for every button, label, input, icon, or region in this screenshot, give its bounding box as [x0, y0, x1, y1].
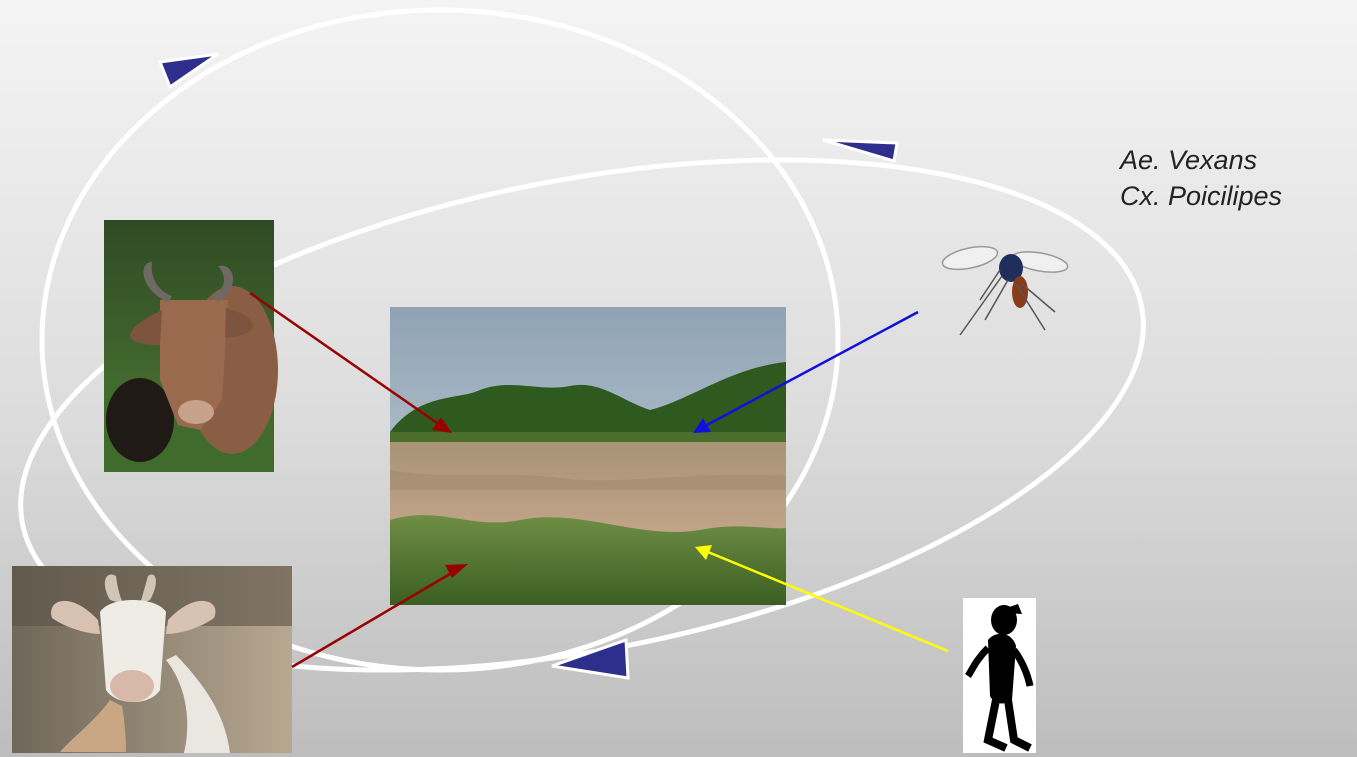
pond-photo	[390, 307, 786, 605]
arrow-goat-to-pond	[291, 564, 468, 669]
cattle-photo	[104, 220, 278, 472]
human-silhouette	[963, 598, 1036, 753]
species-label: Ae. Vexans	[1120, 145, 1258, 175]
species-label: Cx. Poicilipes	[1120, 181, 1283, 211]
arrow-cattle-to-pond	[249, 291, 452, 433]
vector-species-list: Ae. Vexans Cx. Poicilipes	[1120, 142, 1282, 214]
goat-photo	[12, 566, 292, 753]
arrow-human-to-pond	[695, 545, 949, 653]
direction-marker-top-left	[157, 52, 219, 90]
direction-marker-top-right	[822, 138, 899, 163]
mosquito-clipart	[941, 245, 1069, 336]
direction-marker-bottom	[551, 637, 630, 680]
arrow-mosquito-to-pond	[693, 310, 919, 433]
